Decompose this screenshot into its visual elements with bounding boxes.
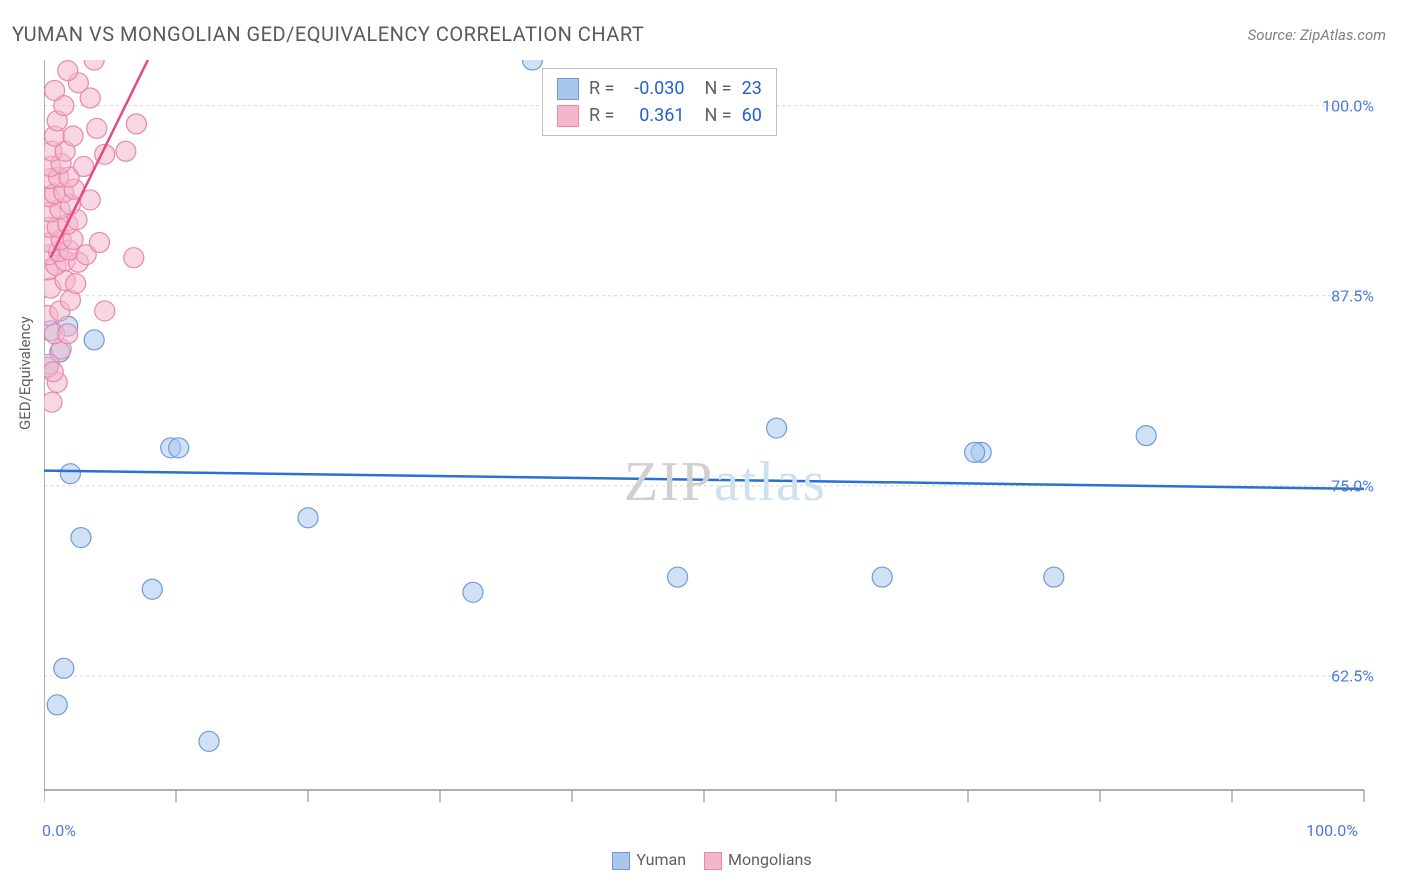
legend-row: R =0.361 N = 60 <box>557 102 762 129</box>
source-link[interactable]: ZipAtlas.com <box>1300 26 1386 44</box>
legend-series-label: Yuman <box>636 850 686 869</box>
legend-r-label: R = <box>589 75 614 102</box>
source-label: Source: <box>1248 26 1300 44</box>
y-tick-label: 62.5% <box>1331 666 1374 685</box>
source-attribution: Source: ZipAtlas.com <box>1248 26 1386 44</box>
legend-swatch <box>704 852 722 870</box>
chart-title: YUMAN VS MONGOLIAN GED/EQUIVALENCY CORRE… <box>12 22 644 46</box>
legend-r-value: -0.030 <box>620 75 684 102</box>
series-legend: Yuman Mongolians <box>0 850 1406 870</box>
scatter-chart-svg <box>44 60 1384 810</box>
legend-n-label: N = <box>704 75 731 102</box>
x-tick-label: 0.0% <box>42 821 76 840</box>
chart-plot-area: ZIPatlas R =-0.030N =23R =0.361N =60 62.… <box>44 60 1384 810</box>
legend-n-value: 60 <box>742 102 762 129</box>
legend-n-label: N = <box>704 102 731 129</box>
legend-r-label: R = <box>589 102 614 129</box>
y-tick-label: 100.0% <box>1322 96 1374 115</box>
correlation-legend: R =-0.030 N = 23 R =0.361 N = 60 <box>542 68 777 136</box>
y-tick-label: 87.5% <box>1331 286 1374 305</box>
legend-r-value: 0.361 <box>620 102 684 129</box>
y-tick-label: 75.0% <box>1331 476 1374 495</box>
legend-series-label: Mongolians <box>728 850 812 869</box>
legend-swatch <box>612 852 630 870</box>
legend-n-value: 23 <box>742 75 762 102</box>
legend-swatch <box>557 105 579 127</box>
x-tick-label: 100.0% <box>1306 821 1358 840</box>
y-axis-label: GED/Equivalency <box>16 316 34 430</box>
legend-swatch <box>557 78 579 100</box>
legend-row: R =-0.030 N = 23 <box>557 75 762 102</box>
